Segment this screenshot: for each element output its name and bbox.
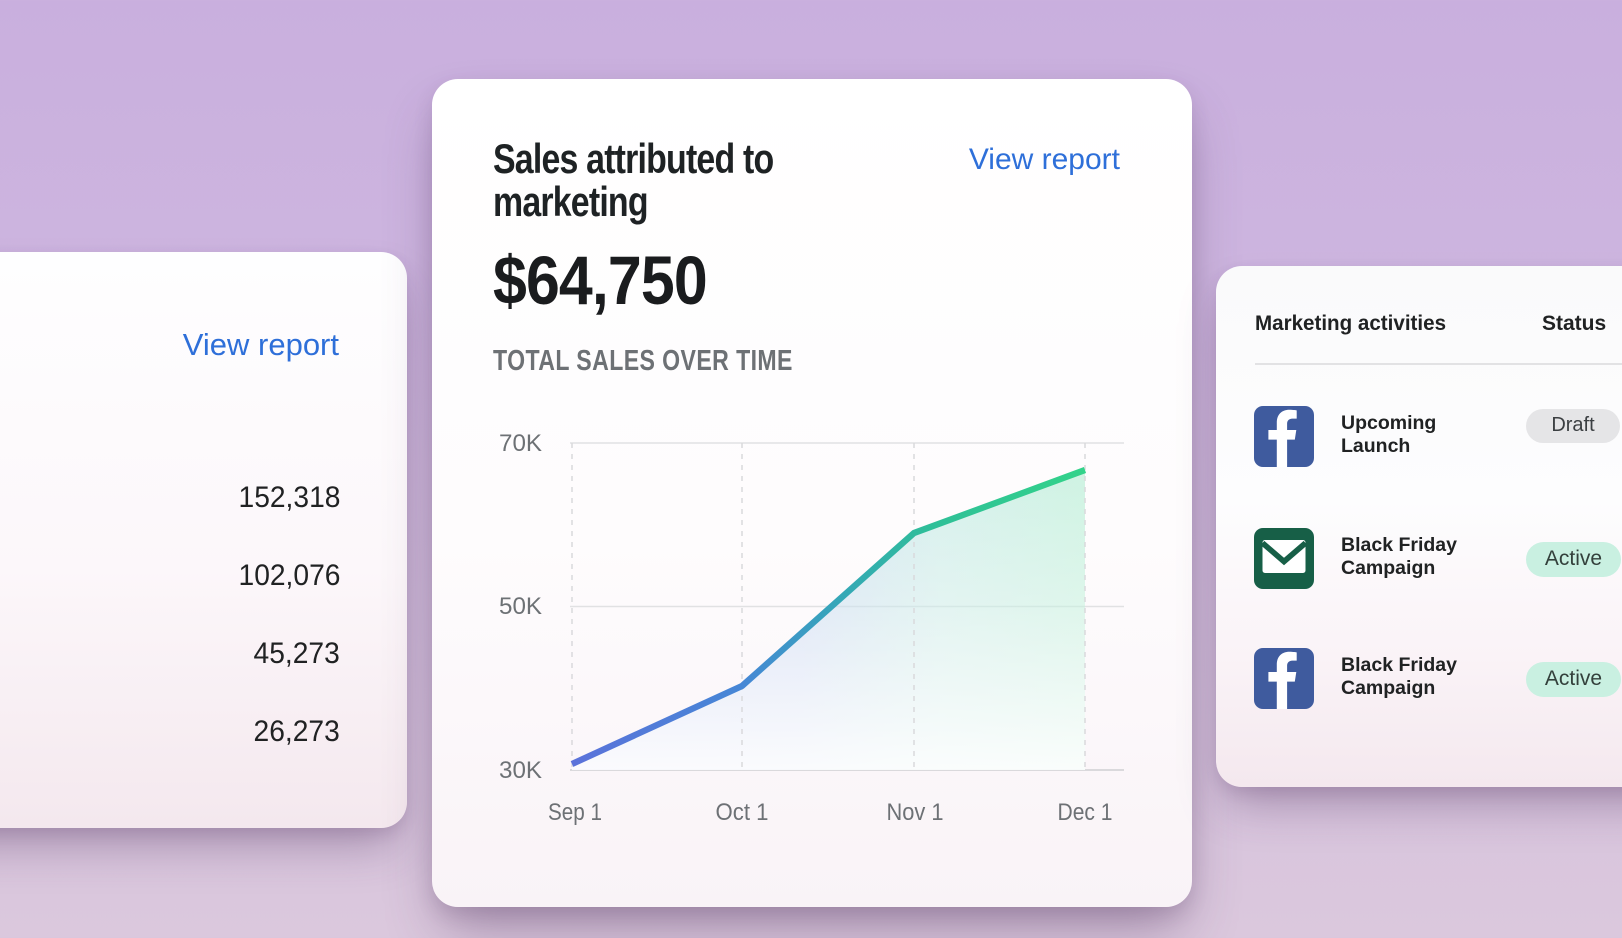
svg-text:Dec 1: Dec 1	[1058, 799, 1113, 826]
svg-text:Nov 1: Nov 1	[887, 799, 944, 826]
svg-text:50K: 50K	[499, 593, 542, 620]
svg-text:30K: 30K	[499, 757, 542, 784]
svg-text:Oct 1: Oct 1	[716, 799, 769, 826]
svg-text:70K: 70K	[499, 430, 542, 457]
svg-text:Sep 1: Sep 1	[548, 799, 602, 826]
